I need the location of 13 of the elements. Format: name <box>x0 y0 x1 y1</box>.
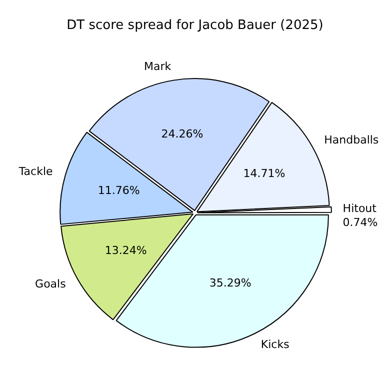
slice-label: Hitout <box>342 202 378 216</box>
data-label: 14.71% <box>243 167 286 180</box>
chart-title: DT score spread for Jacob Bauer (2025) <box>66 18 324 34</box>
data-label: 24.26% <box>161 128 204 140</box>
slice-label: Goals <box>35 278 66 291</box>
data-label: 35.29% <box>209 276 252 290</box>
slice-label: Handballs <box>324 134 379 147</box>
data-label: 13.24% <box>104 244 147 258</box>
slice-label: Mark <box>144 60 172 73</box>
slice-label: Tackle <box>18 165 54 178</box>
slice-label: Kicks <box>260 338 290 351</box>
data-label: 0.74% <box>342 216 378 230</box>
data-label: 11.76% <box>98 184 140 197</box>
